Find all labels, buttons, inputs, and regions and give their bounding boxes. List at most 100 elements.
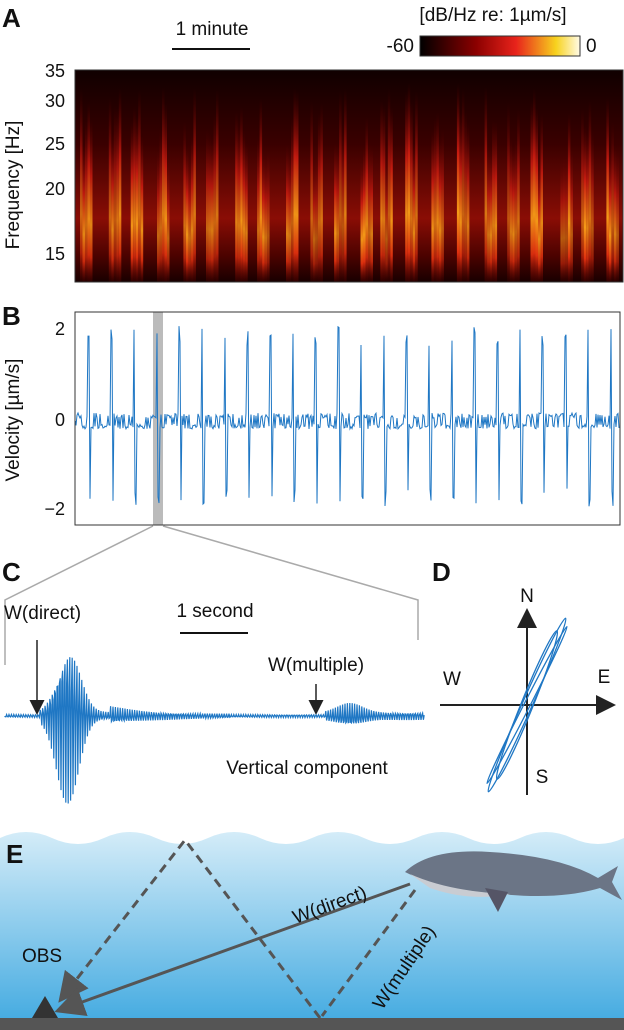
call-streak bbox=[591, 128, 594, 282]
call-streak bbox=[431, 129, 434, 282]
call-streak bbox=[267, 149, 270, 282]
call-streak bbox=[336, 143, 340, 282]
call-streak bbox=[530, 100, 533, 282]
call-streak bbox=[433, 117, 437, 282]
colorbar-min: -60 bbox=[387, 36, 414, 57]
call-streak bbox=[368, 140, 371, 282]
call-streak bbox=[235, 111, 238, 282]
call-streak bbox=[611, 121, 614, 282]
call-streak bbox=[387, 88, 391, 282]
annotation: W(multiple) bbox=[268, 655, 364, 676]
y-axis-label: Frequency [Hz] bbox=[3, 121, 24, 250]
call-streak bbox=[410, 100, 413, 282]
call-streak bbox=[159, 127, 162, 282]
call-streak bbox=[588, 100, 592, 282]
colorbar-max: 0 bbox=[586, 36, 597, 57]
call-streak bbox=[317, 112, 321, 282]
y-tick-label: 30 bbox=[45, 91, 65, 111]
call-streak bbox=[583, 125, 587, 282]
call-streak bbox=[436, 112, 439, 282]
call-streak bbox=[264, 155, 268, 282]
call-streak bbox=[514, 138, 518, 282]
call-streak bbox=[484, 86, 488, 282]
call-streak bbox=[286, 144, 289, 282]
call-streak bbox=[213, 112, 216, 283]
call-streak bbox=[360, 160, 363, 282]
call-streak bbox=[293, 88, 296, 282]
call-streak bbox=[494, 121, 498, 282]
y-tick-label: −2 bbox=[44, 499, 65, 519]
call-streak bbox=[80, 88, 83, 282]
call-streak bbox=[407, 82, 411, 282]
call-streak bbox=[208, 132, 211, 282]
zoom-line bbox=[162, 525, 419, 640]
call-streak bbox=[108, 96, 112, 282]
call-streak bbox=[312, 161, 316, 282]
call-streak bbox=[140, 135, 144, 282]
call-streak bbox=[390, 107, 393, 282]
panel-label: C bbox=[2, 557, 21, 587]
call-streak bbox=[382, 104, 386, 283]
call-streak bbox=[296, 90, 299, 282]
call-streak bbox=[135, 115, 139, 282]
call-streak bbox=[613, 145, 617, 282]
compass-label: S bbox=[536, 767, 549, 788]
obs-marker bbox=[32, 996, 58, 1018]
call-streak bbox=[461, 88, 465, 282]
velocity-trace bbox=[75, 325, 620, 507]
call-streak bbox=[130, 121, 134, 282]
plot-frame bbox=[74, 69, 624, 283]
call-streak bbox=[533, 88, 536, 282]
whale bbox=[405, 851, 622, 912]
panel-label: B bbox=[2, 301, 21, 331]
call-streak bbox=[492, 120, 495, 282]
call-streak bbox=[118, 88, 122, 282]
call-streak bbox=[245, 141, 248, 282]
y-tick-label: 25 bbox=[45, 134, 65, 154]
call-streak bbox=[540, 113, 543, 283]
call-streak bbox=[183, 121, 186, 282]
call-streak bbox=[464, 110, 467, 283]
call-streak bbox=[608, 149, 612, 282]
colorbar bbox=[419, 35, 581, 57]
scale-bar-label: 1 minute bbox=[176, 19, 249, 40]
call-streak bbox=[157, 149, 160, 282]
call-streak bbox=[240, 106, 243, 283]
call-streak bbox=[211, 135, 214, 282]
call-streak bbox=[162, 87, 165, 282]
call-streak bbox=[489, 148, 493, 282]
call-streak bbox=[164, 103, 167, 282]
call-streak bbox=[190, 134, 194, 282]
call-streak bbox=[206, 129, 209, 282]
call-streak bbox=[581, 108, 584, 282]
panel-label: D bbox=[432, 557, 451, 587]
call-streak bbox=[370, 145, 373, 282]
call-streak bbox=[535, 107, 538, 282]
call-streak bbox=[570, 146, 573, 282]
compass-label: N bbox=[520, 586, 534, 607]
call-streak bbox=[259, 98, 263, 283]
caption: Vertical component bbox=[226, 758, 388, 779]
station-label: OBS bbox=[22, 946, 62, 967]
call-streak bbox=[334, 143, 337, 282]
call-streak bbox=[365, 116, 368, 282]
compass-label: W bbox=[443, 669, 461, 690]
call-streak bbox=[487, 147, 490, 282]
y-tick-label: 0 bbox=[55, 410, 65, 430]
call-streak bbox=[82, 145, 85, 282]
compass-label: E bbox=[598, 667, 611, 688]
call-streak bbox=[113, 106, 117, 282]
call-streak bbox=[90, 118, 93, 282]
call-streak bbox=[616, 148, 619, 282]
call-streak bbox=[509, 138, 513, 282]
call-streak bbox=[288, 150, 291, 282]
call-streak bbox=[562, 155, 566, 282]
call-streak bbox=[385, 159, 388, 282]
y-axis-label: Velocity [µm/s] bbox=[3, 359, 24, 482]
call-streak bbox=[216, 89, 219, 282]
call-streak bbox=[310, 101, 313, 282]
seafloor bbox=[0, 1018, 624, 1030]
call-streak bbox=[560, 159, 563, 282]
y-tick-label: 2 bbox=[55, 319, 65, 339]
